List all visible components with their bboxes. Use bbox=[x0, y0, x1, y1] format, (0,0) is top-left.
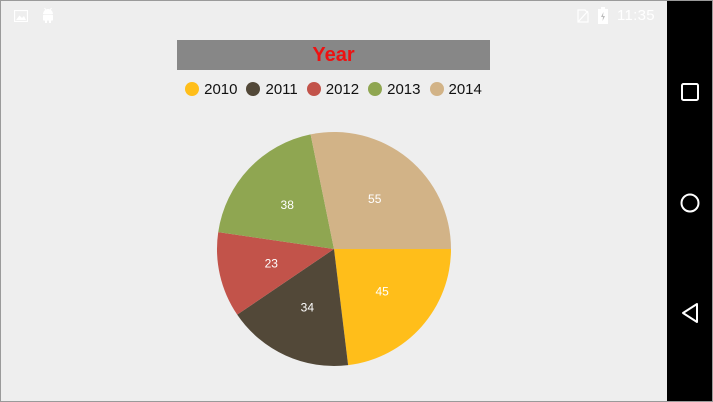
battery-icon bbox=[598, 7, 608, 29]
legend-swatch-2010 bbox=[185, 82, 200, 96]
data-label-2013: 38 bbox=[281, 198, 295, 212]
legend-label: 2013 bbox=[387, 80, 421, 98]
legend-item-2013: 2013 bbox=[368, 80, 421, 98]
pie-chart: 45 34 23 38 55 bbox=[217, 131, 451, 366]
android-icon bbox=[41, 7, 55, 28]
pie-slice-2011 bbox=[237, 249, 349, 366]
data-label-2014: 55 bbox=[368, 192, 382, 206]
legend-label: 2011 bbox=[265, 80, 298, 98]
navigation-bar bbox=[667, 1, 712, 401]
pie-slice-2012 bbox=[217, 232, 334, 315]
back-icon[interactable] bbox=[677, 300, 703, 326]
data-label-2010: 45 bbox=[375, 285, 389, 299]
data-label-2012: 23 bbox=[265, 256, 279, 270]
chart-title: Year bbox=[177, 40, 490, 70]
legend-label: 2012 bbox=[325, 80, 360, 98]
legend-swatch-2013 bbox=[368, 82, 383, 96]
status-bar: 11:35 bbox=[1, 1, 667, 31]
status-clock: 11:35 bbox=[617, 7, 655, 24]
legend-label: 2010 bbox=[204, 80, 238, 98]
chart-legend: 2010 2011 2012 2013 2014 bbox=[177, 78, 490, 100]
pie-slice-2010 bbox=[334, 249, 451, 366]
home-icon[interactable] bbox=[677, 190, 703, 216]
recents-icon[interactable] bbox=[677, 79, 703, 105]
legend-item-2012: 2012 bbox=[306, 80, 360, 98]
legend-swatch-2011 bbox=[246, 82, 261, 96]
legend-item-2010: 2010 bbox=[185, 81, 237, 98]
pie-slice-2013 bbox=[218, 134, 334, 249]
gallery-icon bbox=[13, 9, 29, 27]
legend-item-2011: 2011 bbox=[246, 80, 298, 98]
legend-swatch-2014 bbox=[429, 82, 444, 96]
legend-swatch-2012 bbox=[306, 82, 321, 96]
legend-item-2014: 2014 bbox=[429, 80, 482, 98]
no-sim-icon bbox=[577, 9, 589, 28]
data-label-2011: 34 bbox=[301, 301, 315, 315]
pie-slice-2014 bbox=[310, 131, 451, 249]
legend-label: 2014 bbox=[448, 80, 482, 98]
